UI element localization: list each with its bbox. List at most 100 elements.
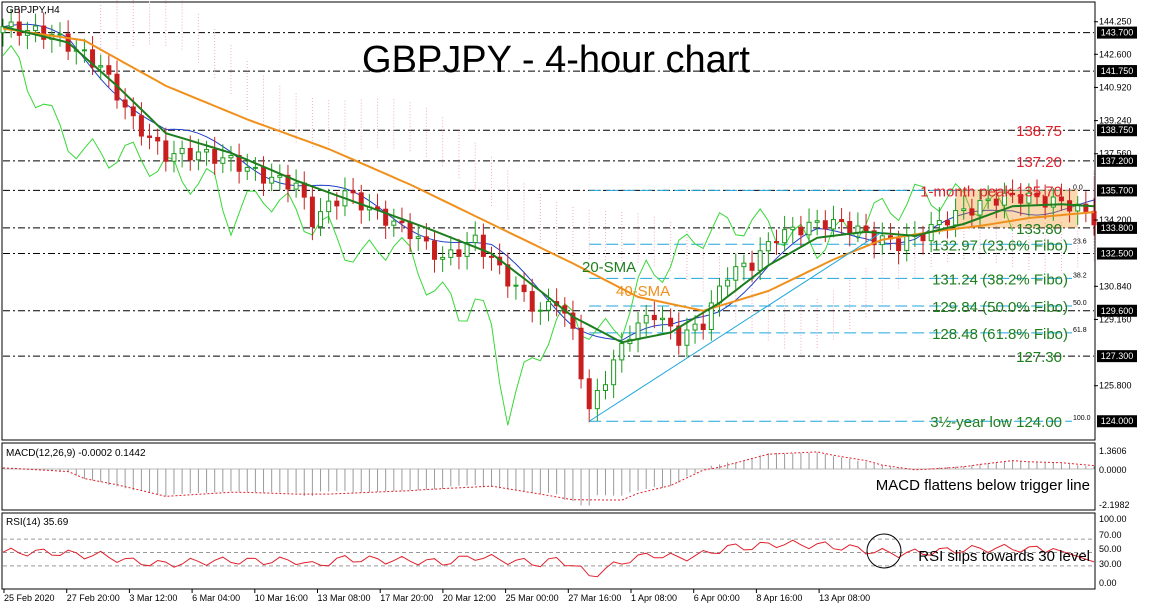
price-level-label: 143.700: [1101, 28, 1134, 38]
candle-body: [692, 323, 698, 331]
candle-body: [1042, 196, 1048, 208]
candle-body: [806, 221, 812, 236]
candle-body: [122, 99, 128, 108]
candle-body: [871, 230, 877, 246]
price-level-box: [1097, 221, 1137, 234]
candle-body: [244, 167, 250, 172]
level-label: 127.30: [1016, 349, 1062, 366]
rsi-panel-frame: [1, 512, 1096, 590]
candle-body: [301, 182, 307, 198]
axis-layer: 144.250 142.600 140.920 139.240 137.560 134.2…: [3, 17, 1137, 603]
candle-body: [423, 236, 429, 242]
candle-body: [651, 314, 657, 321]
candle-body: [415, 236, 421, 240]
price-level-label: 132.500: [1101, 249, 1134, 259]
candle-body: [765, 241, 771, 252]
candle-body: [187, 147, 193, 161]
price-level-box: [1097, 304, 1137, 317]
level-label: 138.75: [1016, 123, 1062, 140]
candle-body: [619, 343, 625, 361]
candle-body: [350, 190, 356, 194]
candle-body: [399, 220, 405, 224]
time-tick-label: 27 Mar 16:00: [568, 593, 621, 603]
candle-body: [537, 309, 543, 312]
macd-note: MACD flattens below trigger line: [876, 477, 1090, 494]
candle-body: [1067, 200, 1073, 212]
candle-body: [464, 242, 470, 257]
candle-body: [1050, 196, 1056, 208]
candle-body: [440, 256, 446, 260]
level-label: 137.20: [1016, 154, 1062, 171]
macd-tick: 1.3606: [1099, 446, 1127, 456]
candle-body: [529, 291, 535, 312]
candle-body: [708, 302, 714, 331]
time-tick-label: 27 Feb 20:00: [67, 593, 120, 603]
time-tick-label: 25 Feb 2020: [4, 593, 55, 603]
rsi-line: [2, 539, 1095, 578]
candle-body: [138, 115, 144, 137]
fibo-label: 131.24 (38.2% Fibo): [932, 271, 1068, 288]
chart-title: GBPJPY - 4-hour chart: [362, 39, 750, 81]
symbol-label: GBPJPY,H4: [6, 5, 60, 16]
candle-body: [944, 220, 950, 226]
price-tick-label: 144.250: [1099, 17, 1132, 27]
macd-tick: 0.0000: [1099, 465, 1127, 475]
sma20-label: 20-SMA: [582, 259, 636, 276]
candle-body: [594, 389, 600, 410]
candle-body: [513, 284, 519, 287]
time-tick-label: 13 Mar 08:00: [318, 593, 371, 603]
price-tick-label: 139.240: [1099, 116, 1132, 126]
fibo-label: 132.97 (23.6% Fibo): [932, 237, 1068, 254]
candle-body: [741, 262, 747, 268]
candle-body: [1018, 194, 1024, 204]
candle-body: [147, 135, 153, 138]
candle-body: [668, 317, 674, 327]
candle-body: [130, 106, 136, 117]
price-level-box: [1097, 124, 1137, 137]
macd-tick: -2.1982: [1099, 500, 1130, 510]
price-level-label: 133.800: [1101, 223, 1134, 233]
candle-body: [472, 234, 478, 244]
macd-title: MACD(12,26,9) -0.0002 0.1442: [6, 448, 146, 459]
candle-body: [822, 220, 828, 230]
time-tick-label: 6 Apr 00:00: [694, 593, 740, 603]
rsi-tick: 30.00: [1099, 559, 1122, 569]
candle-body: [896, 238, 902, 252]
candle-body: [716, 285, 722, 304]
candle-body: [318, 211, 324, 228]
candle-body: [220, 157, 226, 164]
candle-body: [41, 25, 47, 40]
candle-body: [570, 312, 576, 329]
price-level-box: [1097, 154, 1137, 167]
price-level-label: 129.600: [1101, 306, 1134, 316]
rsi-tick: 100.00: [1099, 514, 1127, 524]
candle-body: [448, 249, 454, 258]
price-tick-label: 142.600: [1099, 49, 1132, 59]
sma40-label: 40-SMA: [616, 283, 670, 300]
time-tick-label: 1 Apr 08:00: [631, 593, 677, 603]
level-label: 1-month peak 135.70: [920, 183, 1062, 200]
candle-body: [847, 220, 853, 234]
candle-body: [277, 174, 283, 178]
candle-body: [195, 151, 201, 161]
candle-body: [936, 220, 942, 225]
macd-signal-line: [2, 451, 1095, 501]
candle-body: [432, 240, 438, 260]
candle-body: [480, 234, 486, 257]
candle-body: [489, 255, 495, 258]
candle-body: [961, 208, 967, 212]
candle-body: [985, 198, 991, 202]
fibo-pct-label: 23.6: [1073, 238, 1087, 245]
main-panel-frame: [1, 1, 1096, 441]
price-level-box: [1097, 184, 1137, 197]
rsi-tick: 50.00: [1099, 544, 1122, 554]
fibo-pct-label: 0.0: [1073, 184, 1083, 191]
candle-body: [57, 33, 63, 36]
candle-body: [16, 21, 22, 36]
price-tick-label: 129.160: [1099, 314, 1132, 324]
candle-body: [171, 153, 177, 162]
candle-body: [782, 229, 788, 244]
candle-body: [293, 182, 299, 190]
candle-body: [684, 329, 690, 346]
price-level-label: 135.700: [1101, 185, 1134, 195]
